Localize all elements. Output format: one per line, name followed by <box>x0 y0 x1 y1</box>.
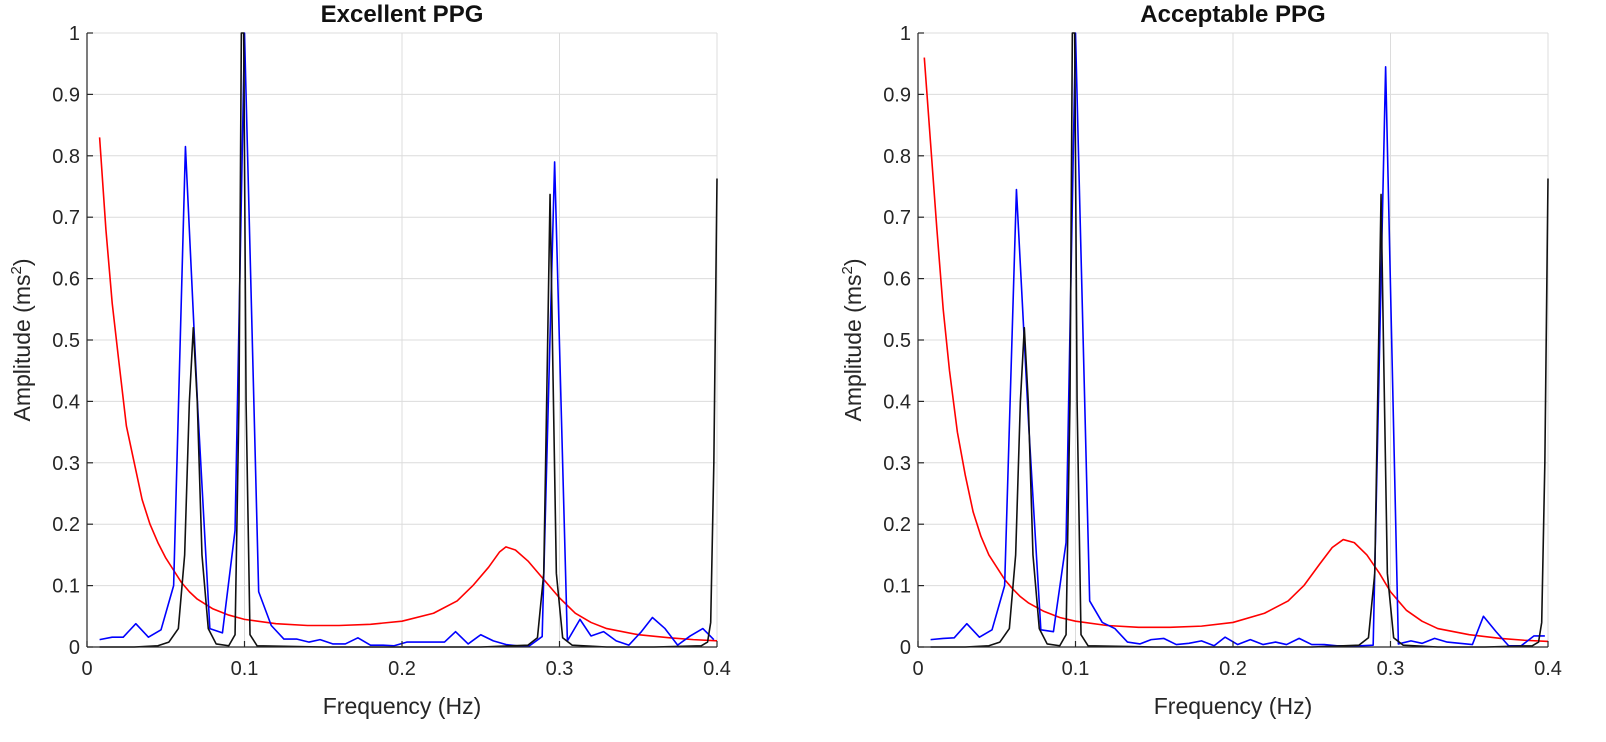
y-tick-label: 0.3 <box>883 453 911 475</box>
chart-panel-excellent-ppg: 0 0.1 0.2 0.3 0.4 0 0.1 0.2 0.3 0.4 0.5 0.6 0.7 0.8 0.… <box>8 1 731 719</box>
y-tick-label: 0.5 <box>883 330 911 352</box>
y-tick-label: 0.3 <box>52 453 80 475</box>
y-tick-label: 0.1 <box>883 576 911 598</box>
y-tick-label: 0.8 <box>52 146 80 168</box>
y-tick-label: 0.6 <box>52 269 80 291</box>
chart-title: Acceptable PPG <box>1140 1 1325 28</box>
x-tick-label: 0.4 <box>1534 658 1562 680</box>
series-line-red <box>923 57 1549 643</box>
y-tick-label: 0.9 <box>883 84 911 106</box>
x-tick-label: 0.1 <box>1062 658 1090 680</box>
y-tick-label: 1 <box>900 23 911 45</box>
x-tick-label: 0.2 <box>388 658 416 680</box>
x-tick-label: 0 <box>81 658 92 680</box>
series-line-black <box>930 32 1549 648</box>
y-tick-label: 1 <box>69 23 80 45</box>
y-axis-label: Amplitude (ms2) <box>839 259 866 422</box>
series-line-red <box>98 137 718 642</box>
y-axis-label-close: ) <box>9 259 35 267</box>
y-tick-label: 0.2 <box>52 514 80 536</box>
x-tick-label: 0.4 <box>703 658 731 680</box>
x-tick-label: 0.2 <box>1219 658 1247 680</box>
series-line-blue <box>99 32 715 647</box>
x-tick-label: 0 <box>912 658 923 680</box>
x-tick-label: 0.1 <box>231 658 259 680</box>
y-tick-label: 0.1 <box>52 576 80 598</box>
series-line-blue <box>930 32 1545 647</box>
x-tick-label: 0.3 <box>546 658 574 680</box>
x-axis-label: Frequency (Hz) <box>1154 693 1312 719</box>
y-tick-label: 0.7 <box>883 207 911 229</box>
y-axis-label-close: ) <box>840 259 866 267</box>
y-axis-label-superscript: 2 <box>8 266 25 274</box>
y-tick-label: 0.6 <box>883 269 911 291</box>
y-tick-label: 0.4 <box>52 391 80 413</box>
series-line-black <box>99 32 718 648</box>
y-axis-label: Amplitude (ms2) <box>8 259 35 422</box>
y-tick-label: 0 <box>900 637 911 659</box>
y-tick-label: 0.5 <box>52 330 80 352</box>
y-tick-label: 0.8 <box>883 146 911 168</box>
y-tick-label: 0.7 <box>52 207 80 229</box>
x-tick-label: 0.3 <box>1377 658 1405 680</box>
chart-title: Excellent PPG <box>321 1 484 28</box>
y-axis-label-main: Amplitude (ms <box>840 275 866 422</box>
y-tick-label: 0.2 <box>883 514 911 536</box>
y-axis-label-superscript: 2 <box>839 266 856 274</box>
chart-panel-acceptable-ppg: 0 0.1 0.2 0.3 0.4 0 0.1 0.2 0.3 0.4 0.5 0.6 0.7 0.8 0.… <box>839 1 1562 719</box>
y-tick-label: 0.4 <box>883 391 911 413</box>
y-tick-label: 0.9 <box>52 84 80 106</box>
y-tick-label: 0 <box>69 637 80 659</box>
x-axis-label: Frequency (Hz) <box>323 693 481 719</box>
y-axis-label-main: Amplitude (ms <box>9 275 35 422</box>
